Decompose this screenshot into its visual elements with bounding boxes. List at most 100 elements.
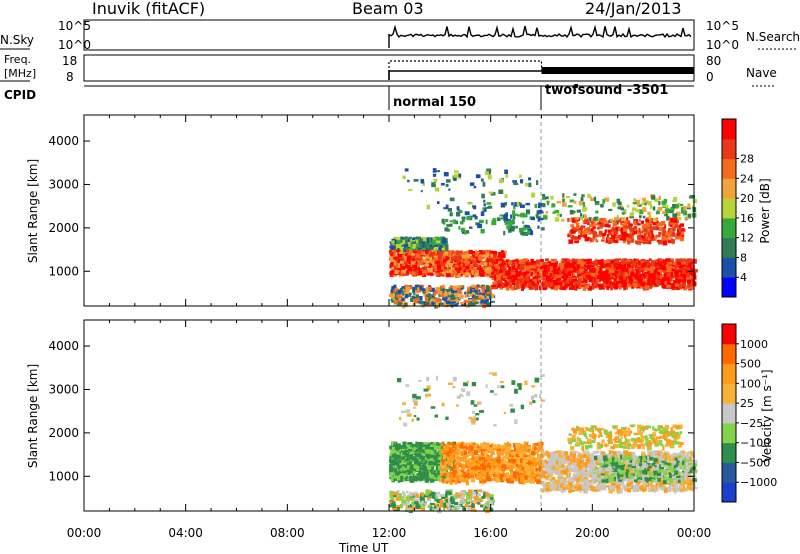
heatmap-cell — [490, 284, 496, 290]
heatmap-cell — [647, 219, 651, 224]
heatmap-cell — [629, 227, 635, 232]
heatmap-cell — [413, 179, 419, 182]
heatmap-cell — [639, 260, 645, 265]
heatmap-cell — [588, 275, 592, 280]
heatmap-cell — [650, 274, 654, 280]
heatmap-cell — [538, 204, 542, 209]
heatmap-cell — [486, 168, 492, 174]
heatmap-cell — [590, 262, 596, 266]
heatmap-cell — [679, 236, 685, 242]
heatmap-cell — [491, 277, 495, 281]
heatmap-cell — [401, 258, 407, 263]
heatmap-cell — [476, 251, 481, 255]
heatmap-cell — [570, 228, 574, 234]
heatmap-cell — [456, 287, 461, 292]
heatmap-cell — [513, 205, 516, 210]
heatmap-cell — [582, 220, 586, 223]
heatmap-cell — [613, 262, 619, 265]
heatmap-cell — [487, 174, 492, 180]
heatmap-cell — [549, 266, 553, 271]
heatmap-cell — [604, 267, 610, 270]
heatmap-cell — [676, 261, 680, 266]
heatmap-cell — [401, 296, 407, 299]
heatmap-cell — [611, 267, 617, 270]
heatmap-cell — [601, 232, 607, 237]
heatmap-cell — [442, 297, 445, 301]
heatmap-cell — [480, 299, 486, 304]
heatmap-cell — [505, 285, 510, 291]
heatmap-cell — [617, 226, 620, 231]
heatmap-cell — [432, 473, 438, 479]
heatmap-cell — [562, 193, 565, 198]
heatmap-cell — [402, 239, 406, 244]
heatmap-cell — [622, 240, 626, 243]
heatmap-cell — [399, 451, 402, 454]
heatmap-cell — [649, 232, 652, 237]
heatmap-cell — [421, 464, 427, 470]
heatmap-cell — [440, 288, 446, 292]
heatmap-cell — [587, 286, 592, 291]
heatmap-cell — [513, 213, 518, 217]
heatmap-cell — [680, 210, 686, 214]
heatmap-cell — [392, 297, 397, 303]
heatmap-cell — [518, 282, 522, 287]
heatmap-cell — [450, 296, 454, 301]
heatmap-cell — [635, 266, 639, 270]
heatmap-cell — [675, 258, 681, 264]
heatmap-cell — [451, 299, 454, 302]
heatmap-cell — [464, 294, 468, 298]
heatmap-cell — [670, 228, 673, 232]
heatmap-cell — [595, 210, 599, 214]
heatmap-cell — [402, 477, 406, 482]
heatmap-cell — [531, 261, 537, 264]
heatmap-cell — [454, 266, 459, 271]
heatmap-cell — [684, 260, 690, 266]
heatmap-cell — [522, 227, 526, 231]
heatmap-cell — [677, 279, 682, 282]
heatmap-cell — [433, 291, 437, 296]
heatmap-cell — [404, 464, 407, 469]
heatmap-cell — [674, 198, 678, 202]
heatmap-cell — [511, 272, 516, 276]
heatmap-cell — [621, 285, 626, 288]
heatmap-cell — [525, 202, 531, 206]
heatmap-cell — [657, 271, 661, 276]
heatmap-cell — [396, 443, 401, 448]
heatmap-cell — [492, 267, 498, 271]
heatmap-cell — [399, 299, 404, 304]
heatmap-cell — [675, 203, 679, 209]
heatmap-cell — [505, 262, 509, 267]
heatmap-cell — [556, 281, 561, 286]
heatmap-cell — [420, 178, 425, 184]
heatmap-cell — [458, 294, 464, 300]
heatmap-cell — [399, 260, 404, 264]
heatmap-cell — [534, 281, 540, 286]
heatmap-cell — [610, 266, 613, 270]
heatmap-cell — [616, 198, 621, 204]
heatmap-cell — [549, 273, 553, 278]
heatmap-cell — [389, 256, 393, 260]
heatmap-cell — [405, 465, 411, 470]
heatmap-cell — [630, 271, 635, 277]
heatmap-cell — [614, 216, 618, 221]
y-tick-label: 3000 — [48, 177, 79, 191]
heatmap-cell — [478, 297, 482, 301]
heatmap-cell — [529, 266, 533, 271]
heatmap-cell — [436, 270, 440, 274]
heatmap-cell — [627, 263, 631, 268]
heatmap-cell — [620, 227, 624, 232]
heatmap-cell — [399, 455, 402, 460]
heatmap-cell — [590, 272, 595, 277]
heatmap-cell — [539, 217, 544, 221]
heatmap-cell — [521, 272, 524, 277]
heatmap-cell — [429, 469, 433, 472]
heatmap-cell — [568, 271, 571, 277]
heatmap-cell — [633, 270, 636, 274]
heatmap-cell — [474, 253, 479, 257]
heatmap-cell — [413, 467, 419, 471]
heatmap-cell — [392, 238, 397, 244]
heatmap-cell — [647, 278, 651, 284]
heatmap-cell — [407, 267, 413, 272]
heatmap-cell — [633, 230, 637, 235]
heatmap-cell — [426, 272, 432, 276]
